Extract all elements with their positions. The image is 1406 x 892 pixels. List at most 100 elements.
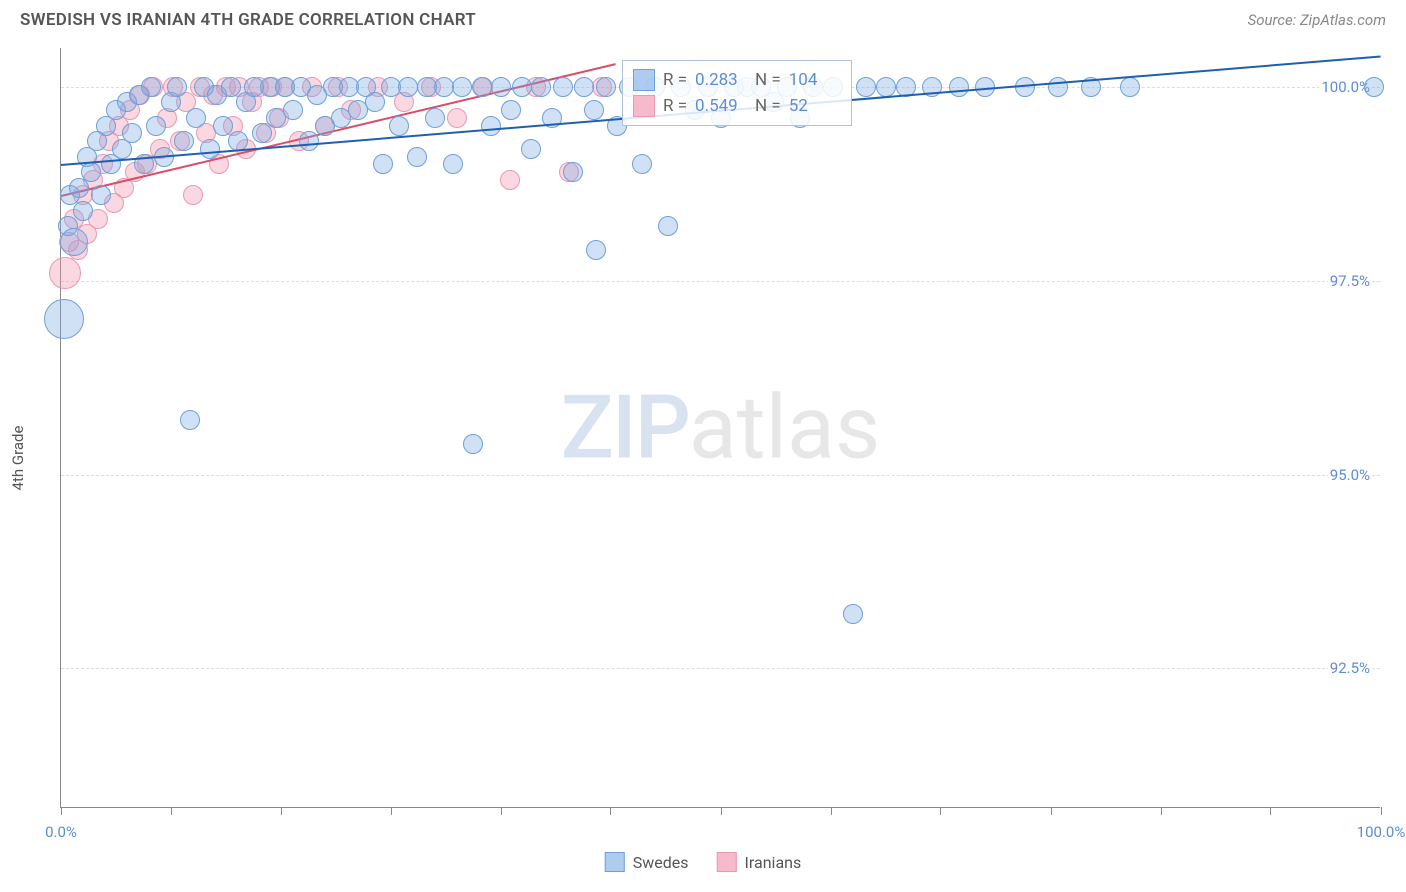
legend-item: Swedes	[605, 852, 689, 872]
swedes-point	[81, 162, 101, 182]
bottom-legend: Swedes Iranians	[605, 852, 801, 872]
swedes-point	[425, 108, 445, 128]
swedes-point	[91, 185, 111, 205]
swedes-point	[596, 77, 616, 97]
swedes-point	[122, 123, 142, 143]
swedes-point	[1048, 77, 1068, 97]
swedes-point	[1364, 77, 1384, 97]
r-value: 0.283	[695, 70, 747, 90]
swedes-point	[299, 131, 319, 151]
iranians-point	[183, 185, 203, 205]
swedes-point	[876, 77, 896, 97]
swedes-point	[658, 216, 678, 236]
swedes-point	[389, 116, 409, 136]
r-label: R =	[663, 70, 687, 90]
swedes-point	[632, 154, 652, 174]
x-tick-label: 0.0%	[45, 823, 77, 841]
swedes-point	[512, 77, 532, 97]
gridline	[61, 668, 1380, 669]
swedes-point	[398, 77, 418, 97]
swedes-point	[407, 147, 427, 167]
swedes-point	[283, 100, 303, 120]
swedes-point	[200, 139, 220, 159]
watermark: ZIPatlas	[561, 376, 881, 479]
y-tick-label: 97.5%	[1328, 272, 1372, 290]
swedes-point	[44, 299, 84, 339]
source-label: Source: ZipAtlas.com	[1248, 11, 1386, 29]
chart-area: 4th Grade ZIPatlas 92.5% 95.0% 97.5% 100.0%…	[0, 38, 1406, 878]
swedes-point	[856, 77, 876, 97]
x-tick	[1161, 807, 1162, 815]
stats-row: R =0.283N =104	[633, 67, 841, 93]
iranians-point	[49, 257, 81, 289]
swedes-point	[373, 154, 393, 174]
swedes-point	[60, 228, 88, 256]
swedes-point	[563, 162, 583, 182]
iranians-point	[447, 108, 467, 128]
swedes-point	[180, 410, 200, 430]
stats-box: R =0.283N =104R =0.549N =52	[622, 60, 852, 126]
swedes-point	[365, 92, 385, 112]
swedes-point	[443, 154, 463, 174]
swedes-point	[1120, 77, 1140, 97]
chart-header: SWEDISH VS IRANIAN 4TH GRADE CORRELATION…	[0, 0, 1406, 38]
y-axis-label: 4th Grade	[9, 426, 27, 491]
swedes-point	[463, 434, 483, 454]
swedes-point	[586, 240, 606, 260]
gridline	[61, 475, 1380, 476]
legend-label: Swedes	[633, 853, 689, 872]
stats-swatch-icon	[633, 69, 655, 91]
stats-row: R = 0.549 N = 52	[633, 93, 841, 119]
iranians-point	[500, 170, 520, 190]
x-tick	[610, 807, 611, 815]
swedes-point	[434, 77, 454, 97]
legend-label: Iranians	[745, 853, 802, 872]
swedes-point	[252, 123, 272, 143]
swedes-point	[174, 131, 194, 151]
swedes-point	[186, 108, 206, 128]
swedes-point	[843, 604, 863, 624]
plot-region: ZIPatlas 92.5%95.0%97.5%100.0%0.0%100.0%…	[60, 48, 1380, 808]
swedes-point	[949, 77, 969, 97]
swedes-point	[452, 77, 472, 97]
x-tick	[831, 807, 832, 815]
x-tick	[1381, 807, 1382, 815]
n-label: N =	[755, 96, 781, 116]
swedes-point	[491, 77, 511, 97]
chart-title: SWEDISH VS IRANIAN 4TH GRADE CORRELATION…	[20, 10, 476, 30]
y-tick-label: 95.0%	[1328, 466, 1372, 484]
x-tick	[61, 807, 62, 815]
swedes-point	[584, 100, 604, 120]
swedes-point	[531, 77, 551, 97]
swedes-point	[472, 77, 492, 97]
swedes-point	[501, 100, 521, 120]
x-tick	[391, 807, 392, 815]
swedes-point	[73, 201, 93, 221]
stats-swatch-icon	[633, 95, 655, 117]
swedes-point	[481, 116, 501, 136]
x-tick	[281, 807, 282, 815]
watermark-part1: ZIP	[561, 376, 689, 479]
r-label: R =	[663, 96, 687, 116]
swedes-point	[167, 77, 187, 97]
x-tick	[721, 807, 722, 815]
legend-item: Iranians	[717, 852, 802, 872]
x-tick-label: 100.0%	[1357, 823, 1406, 841]
swedes-point	[574, 77, 594, 97]
legend-swatch-icon	[605, 852, 625, 872]
swedes-point	[521, 139, 541, 159]
legend-swatch-icon	[717, 852, 737, 872]
swedes-point	[553, 77, 573, 97]
n-label: N =	[755, 70, 781, 90]
x-tick	[1270, 807, 1271, 815]
gridline	[61, 281, 1380, 282]
n-value: 52	[789, 96, 841, 116]
watermark-part2: atlas	[689, 376, 880, 479]
x-tick	[171, 807, 172, 815]
y-tick-label: 92.5%	[1328, 659, 1372, 677]
x-tick	[940, 807, 941, 815]
r-value: 0.549	[695, 96, 747, 116]
x-tick	[501, 807, 502, 815]
x-tick	[1051, 807, 1052, 815]
swedes-point	[146, 116, 166, 136]
